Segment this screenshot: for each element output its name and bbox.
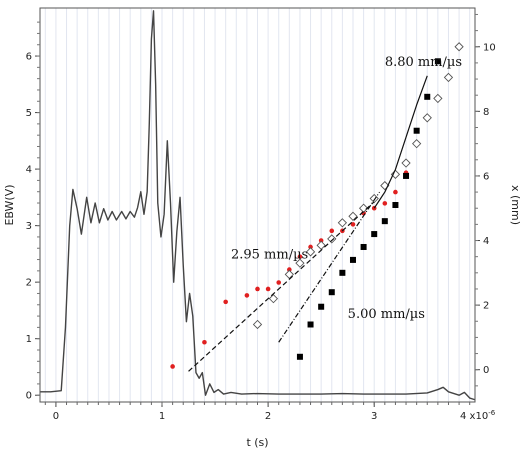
x-tick-label: 0	[53, 411, 59, 422]
series-layer	[40, 10, 476, 401]
left-y-axis-ticks: 0 1 2 3 4 5 6	[26, 21, 40, 402]
data-point-circle	[255, 286, 260, 292]
y-left-tick-label: 3	[26, 221, 32, 232]
slope-annotations: 8.80 mm/µs 2.95 mm/µs 5.00 mm/µs	[231, 55, 462, 322]
slope-annotation: 2.95 mm/µs	[231, 247, 308, 262]
data-point-circle	[244, 293, 250, 298]
y-right-tick-label: 10	[483, 42, 496, 53]
y-left-tick-label: 4	[26, 165, 32, 176]
data-point-circle	[318, 238, 324, 243]
data-point-square	[424, 93, 431, 100]
right-y-axis-ticks: 0 2 4 6 8 10	[475, 13, 496, 387]
series-line	[373, 75, 428, 209]
data-point-diamond	[454, 42, 464, 52]
data-point-diamond	[252, 319, 263, 330]
data-point-square	[434, 58, 441, 65]
data-point-square	[318, 303, 325, 310]
data-point-diamond	[412, 139, 422, 149]
data-point-square	[403, 172, 410, 179]
y-left-tick-label: 5	[26, 108, 32, 119]
y-right-tick-label: 6	[483, 171, 489, 182]
data-point-diamond	[348, 211, 358, 221]
data-point-square	[296, 353, 303, 360]
data-point-circle	[297, 254, 303, 259]
data-point-circle	[202, 339, 207, 345]
data-point-diamond	[422, 113, 432, 123]
data-point-circle	[382, 201, 388, 206]
series-line	[40, 10, 476, 401]
left-y-axis-title: EBW(V)	[3, 184, 16, 225]
data-point-diamond	[295, 258, 305, 268]
series-line	[278, 191, 381, 343]
x-axis-title: t (s)	[246, 436, 268, 449]
data-point-circle	[350, 222, 356, 227]
slope-annotation: 5.00 mm/µs	[348, 307, 425, 322]
data-point-circle	[393, 189, 398, 195]
data-point-square	[413, 127, 420, 134]
y-right-tick-label: 2	[483, 301, 489, 312]
y-left-tick-label: 1	[26, 334, 32, 345]
data-point-square	[339, 269, 346, 276]
data-point-diamond	[268, 294, 279, 304]
x-axis-exponent: 4 x10-6	[460, 409, 496, 422]
data-point-square	[328, 289, 335, 296]
data-point-square	[392, 202, 399, 208]
y-left-tick-label: 2	[26, 278, 32, 289]
data-point-diamond	[284, 269, 294, 280]
data-point-diamond	[443, 72, 454, 83]
data-point-diamond	[369, 193, 379, 204]
data-point-diamond	[390, 169, 401, 179]
minor-grid	[44, 8, 471, 402]
data-point-diamond	[337, 218, 348, 228]
data-point-square	[360, 243, 367, 250]
data-point-diamond	[305, 247, 316, 257]
data-point-circle	[223, 299, 228, 305]
x-tick-label: 2	[265, 411, 271, 422]
x-axis-ticks: 0 1 2 3	[44, 402, 471, 422]
data-point-square	[371, 231, 378, 238]
x-tick-label: 3	[371, 411, 377, 422]
data-point-square	[381, 218, 388, 225]
data-point-circle	[276, 280, 282, 285]
data-point-circle	[329, 228, 335, 234]
x-tick-label: 1	[159, 411, 165, 422]
right-y-axis-title: x (mm)	[509, 185, 520, 225]
y-right-tick-label: 4	[483, 236, 489, 247]
y-left-tick-label: 0	[26, 391, 32, 402]
slope-annotation: 8.80 mm/µs	[385, 55, 462, 70]
data-point-diamond	[433, 93, 443, 104]
series-line	[188, 201, 375, 372]
data-point-diamond	[401, 158, 411, 168]
data-point-circle	[287, 267, 292, 272]
data-point-diamond	[327, 234, 337, 244]
y-right-tick-label: 8	[483, 107, 489, 118]
y-left-tick-label: 6	[26, 52, 32, 63]
data-point-circle	[265, 286, 271, 292]
data-point-circle	[170, 364, 175, 369]
data-point-square	[307, 321, 314, 328]
x-axis-exponent-sup: -6	[488, 409, 496, 417]
data-point-diamond	[316, 240, 326, 251]
data-point-circle	[308, 244, 313, 250]
data-point-square	[349, 256, 356, 263]
y-right-tick-label: 0	[483, 365, 489, 376]
